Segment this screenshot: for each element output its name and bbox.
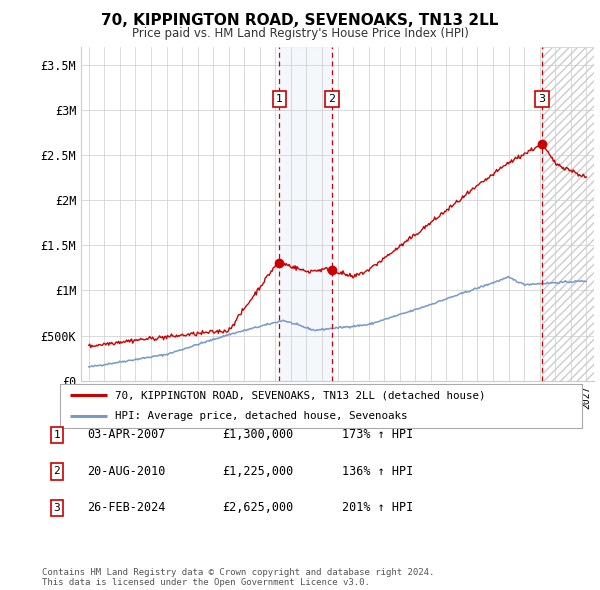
- Text: 2: 2: [53, 467, 61, 476]
- Text: 136% ↑ HPI: 136% ↑ HPI: [342, 465, 413, 478]
- Bar: [542, 47, 594, 381]
- Text: Contains HM Land Registry data © Crown copyright and database right 2024.
This d: Contains HM Land Registry data © Crown c…: [42, 568, 434, 587]
- Text: £1,300,000: £1,300,000: [222, 428, 293, 441]
- Text: £2,625,000: £2,625,000: [222, 502, 293, 514]
- Text: 1: 1: [276, 94, 283, 104]
- Text: 70, KIPPINGTON ROAD, SEVENOAKS, TN13 2LL (detached house): 70, KIPPINGTON ROAD, SEVENOAKS, TN13 2LL…: [115, 391, 485, 401]
- Text: 173% ↑ HPI: 173% ↑ HPI: [342, 428, 413, 441]
- Text: 2: 2: [328, 94, 335, 104]
- Text: 26-FEB-2024: 26-FEB-2024: [87, 502, 166, 514]
- Text: 03-APR-2007: 03-APR-2007: [87, 428, 166, 441]
- Text: HPI: Average price, detached house, Sevenoaks: HPI: Average price, detached house, Seve…: [115, 411, 407, 421]
- Text: 70, KIPPINGTON ROAD, SEVENOAKS, TN13 2LL: 70, KIPPINGTON ROAD, SEVENOAKS, TN13 2LL: [101, 13, 499, 28]
- Text: 201% ↑ HPI: 201% ↑ HPI: [342, 502, 413, 514]
- Text: Price paid vs. HM Land Registry's House Price Index (HPI): Price paid vs. HM Land Registry's House …: [131, 27, 469, 40]
- Text: £1,225,000: £1,225,000: [222, 465, 293, 478]
- Text: 3: 3: [538, 94, 545, 104]
- Text: 3: 3: [53, 503, 61, 513]
- Text: 1: 1: [53, 430, 61, 440]
- Text: 20-AUG-2010: 20-AUG-2010: [87, 465, 166, 478]
- Bar: [279, 47, 332, 381]
